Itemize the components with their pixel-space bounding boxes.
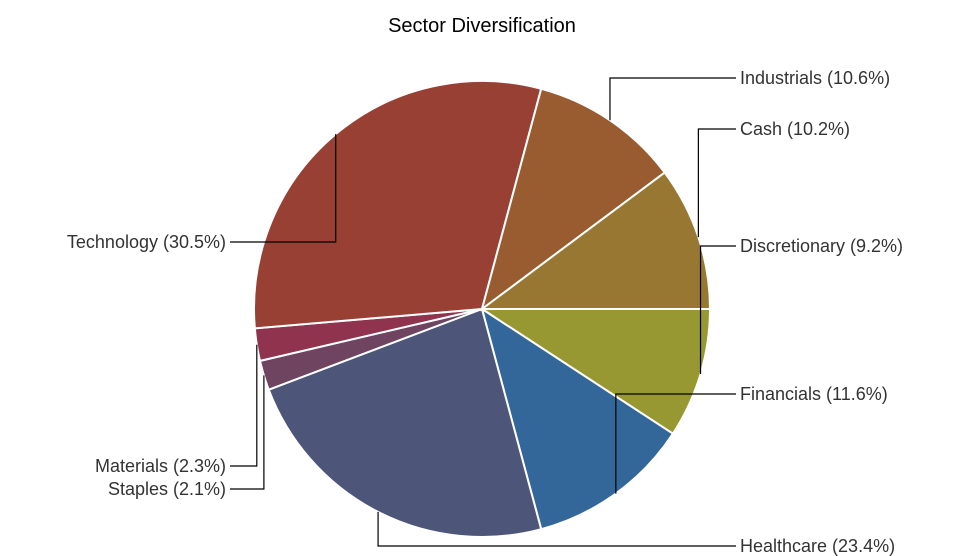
- pie-slice-industrials: [480, 87, 667, 312]
- slice-label-cash: Cash (10.2%): [740, 119, 850, 139]
- leader-line-discretionary: [699, 245, 736, 375]
- slice-label-industrials: Industrials (10.6%): [740, 68, 890, 88]
- pie-slices: [253, 80, 712, 538]
- slice-label-technology: Technology (30.5%): [67, 232, 226, 252]
- leader-line-cash: [697, 128, 736, 238]
- leader-line-industrials: [609, 77, 736, 121]
- slice-labels: Discretionary (9.2%) Financials (11.6%) He…: [67, 68, 903, 556]
- slice-label-staples: Staples (2.1%): [108, 479, 226, 499]
- leader-line-technology: [230, 134, 337, 243]
- chart-title: Sector Diversification: [388, 15, 576, 37]
- slice-label-discretionary: Discretionary (9.2%): [740, 236, 903, 256]
- leader-line-materials: [230, 344, 258, 467]
- slice-label-materials: Materials (2.3%): [95, 456, 226, 476]
- leader-line-staples: [230, 375, 265, 490]
- leader-lines: [230, 77, 736, 547]
- slice-label-healthcare: Healthcare (23.4%): [740, 536, 895, 556]
- slice-label-financials: Financials (11.6%): [740, 384, 888, 404]
- pie-slice-healthcare: [267, 307, 543, 538]
- leader-line-healthcare: [377, 511, 736, 547]
- leader-line-financials: [615, 393, 736, 494]
